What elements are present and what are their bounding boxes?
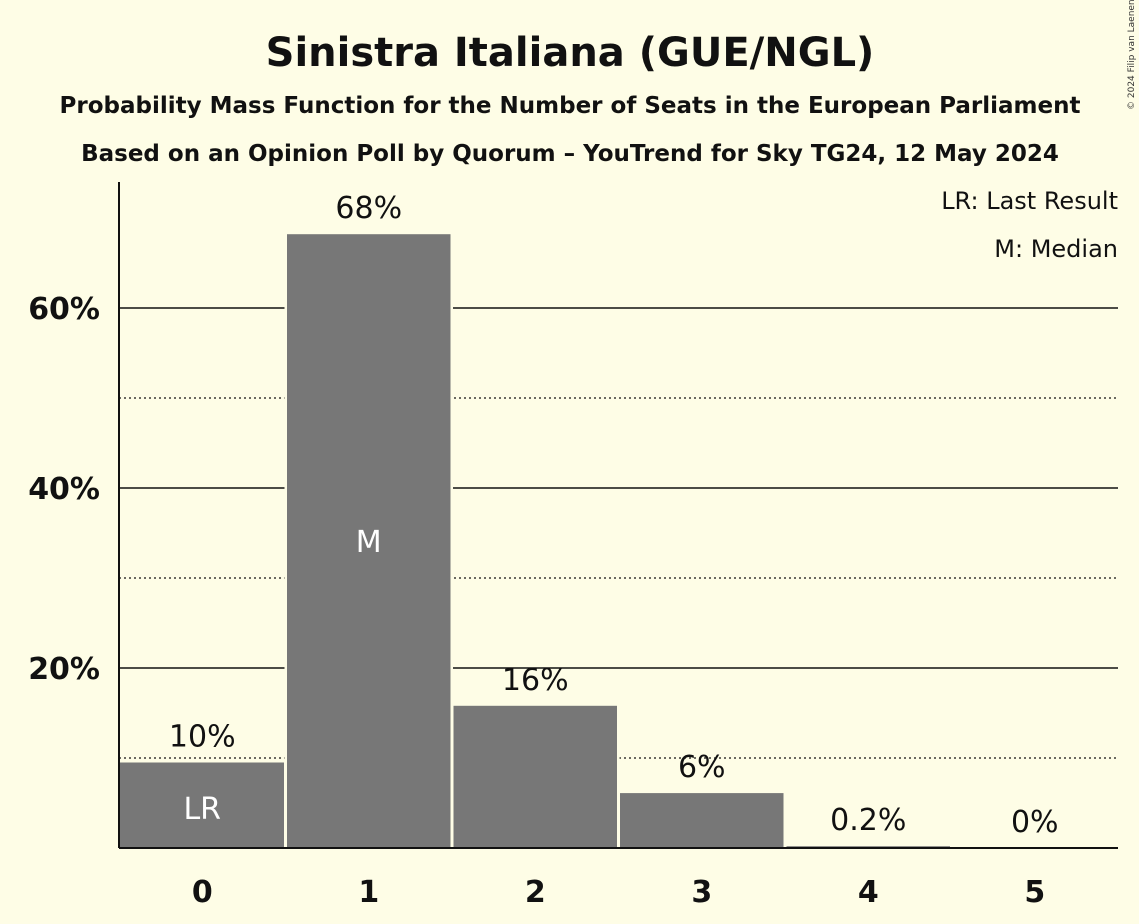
bar-value-label: 16% — [502, 663, 569, 698]
x-tick-label: 5 — [1024, 875, 1045, 910]
bar-value-label: 68% — [335, 191, 402, 226]
x-tick-label: 1 — [358, 875, 379, 910]
bar — [620, 793, 784, 848]
y-tick-label: 20% — [28, 652, 100, 687]
bar-inner-label: LR — [183, 792, 221, 827]
axes — [118, 182, 1118, 849]
bar-inner-label: M — [356, 525, 382, 560]
chart-subtitle: Probability Mass Function for the Number… — [60, 93, 1081, 119]
bar-value-label: 0.2% — [830, 803, 906, 838]
bar-value-label: 10% — [169, 720, 236, 755]
grid-lines — [119, 307, 1118, 759]
bar — [453, 705, 617, 848]
y-tick-label: 40% — [28, 472, 100, 507]
bar — [119, 762, 284, 848]
x-tick-label: 2 — [525, 875, 546, 910]
legend-last-result: LR: Last Result — [941, 187, 1118, 215]
bar — [287, 234, 451, 848]
x-tick-label: 4 — [858, 875, 879, 910]
chart-title: Sinistra Italiana (GUE/NGL) — [266, 30, 875, 76]
bars — [118, 231, 953, 848]
copyright-notice: © 2024 Filip van Laenen — [1127, 0, 1137, 110]
bar-value-label: 0% — [1011, 805, 1059, 840]
x-tick-label: 0 — [192, 875, 213, 910]
chart-subtitle-source: Based on an Opinion Poll by Quorum – You… — [81, 141, 1059, 167]
bar-backdrop — [784, 843, 953, 848]
bar-value-label: 6% — [678, 750, 726, 785]
x-tick-label: 3 — [691, 875, 712, 910]
y-tick-label: 60% — [28, 292, 100, 327]
legend-median: M: Median — [994, 235, 1118, 263]
